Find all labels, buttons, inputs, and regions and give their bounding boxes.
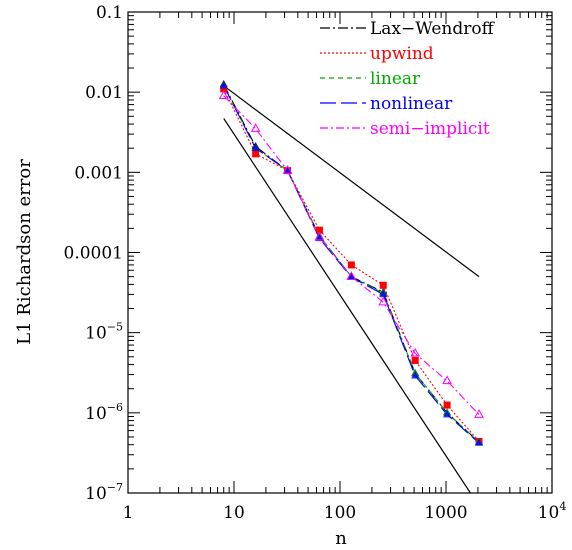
legend: Lax−Wendroff upwind linear nonlinear semi−im…	[320, 19, 496, 139]
data-point-nonlinear	[251, 143, 260, 151]
y-tick-label: 0.001	[74, 163, 123, 183]
legend-entry-semi-implicit: semi−implicit	[320, 119, 490, 139]
x-tick-label-base: 10	[538, 503, 560, 523]
legend-entry-linear: linear	[320, 69, 421, 89]
data-point-upwind	[252, 150, 260, 158]
data-point-semi-implicit	[442, 375, 452, 385]
data-point-semi-implicit	[314, 231, 325, 241]
legend-label: linear	[370, 69, 421, 89]
data-point-semi-implicit	[250, 123, 261, 132]
axis-ticks	[127, 12, 552, 494]
series-line-semi-implicit	[223, 95, 480, 415]
data-point-semi-implicit	[410, 347, 421, 357]
data-point-nonlinear	[379, 289, 388, 298]
legend-label: semi−implicit	[370, 119, 490, 139]
data-point-upwind	[220, 85, 228, 93]
data-point-upwind	[315, 226, 323, 234]
data-point-nonlinear	[411, 371, 420, 379]
data-point-upwind	[411, 356, 419, 364]
data-point-nonlinear	[219, 81, 228, 89]
data-point-nonlinear	[283, 166, 292, 174]
x-tick-label: 100	[324, 503, 356, 523]
legend-label: upwind	[370, 44, 434, 64]
legend-label: nonlinear	[370, 94, 453, 114]
legend-entry-upwind: upwind	[320, 44, 434, 64]
legend-entry-lax-wendroff: Lax−Wendroff	[320, 19, 496, 39]
series-line-linear	[223, 85, 480, 443]
reference-slope-line	[223, 85, 480, 278]
y-axis-label: L1 Richardson error	[14, 159, 35, 345]
y-tick-label-exponent: −5	[107, 321, 123, 334]
reference-lines	[223, 85, 480, 493]
x-tick-label-exponent: 4	[559, 500, 566, 513]
y-tick-label: 0.1	[96, 3, 123, 23]
y-tick-label-base: 10	[85, 324, 107, 344]
reference-slope-line	[223, 118, 471, 493]
series-line-upwind	[223, 88, 480, 442]
data-point-upwind	[443, 401, 451, 409]
y-tick-label: 10−5	[85, 321, 123, 344]
x-tick-label: 10	[223, 503, 245, 523]
data-point-nonlinear	[474, 438, 484, 446]
data-point-semi-implicit	[474, 409, 484, 418]
data-point-nonlinear	[315, 233, 324, 242]
y-tick-label-base: 10	[85, 484, 107, 504]
data-point-nonlinear	[443, 410, 452, 418]
data-point-semi-implicit	[218, 90, 229, 100]
y-tick-label: 10−6	[85, 401, 123, 424]
data-point-semi-implicit	[378, 296, 389, 306]
legend-entry-nonlinear: nonlinear	[320, 94, 453, 114]
tick-labels: 1 10 100 1000 1040.10.010.0010.000110−510−61…	[64, 3, 567, 523]
data-point-upwind	[379, 281, 387, 289]
data-point-semi-implicit	[346, 271, 357, 280]
data-point-upwind	[347, 261, 355, 269]
y-tick-label-base: 10	[85, 404, 107, 424]
data-point-nonlinear	[347, 272, 356, 281]
x-tick-label: 1	[123, 503, 134, 523]
y-tick-label: 0.01	[85, 83, 123, 103]
y-tick-label: 10−7	[85, 481, 123, 504]
y-tick-label-exponent: −6	[107, 401, 123, 414]
x-axis-label: n	[335, 528, 347, 549]
data-point-semi-implicit	[282, 165, 293, 174]
plot-frame	[127, 11, 553, 494]
x-tick-label: 1000	[424, 503, 467, 523]
y-tick-label-exponent: −7	[107, 481, 123, 494]
x-tick-label: 104	[538, 500, 567, 523]
y-tick-label: 0.0001	[64, 244, 123, 264]
legend-label: Lax−Wendroff	[370, 19, 496, 39]
series-markers	[218, 79, 484, 446]
